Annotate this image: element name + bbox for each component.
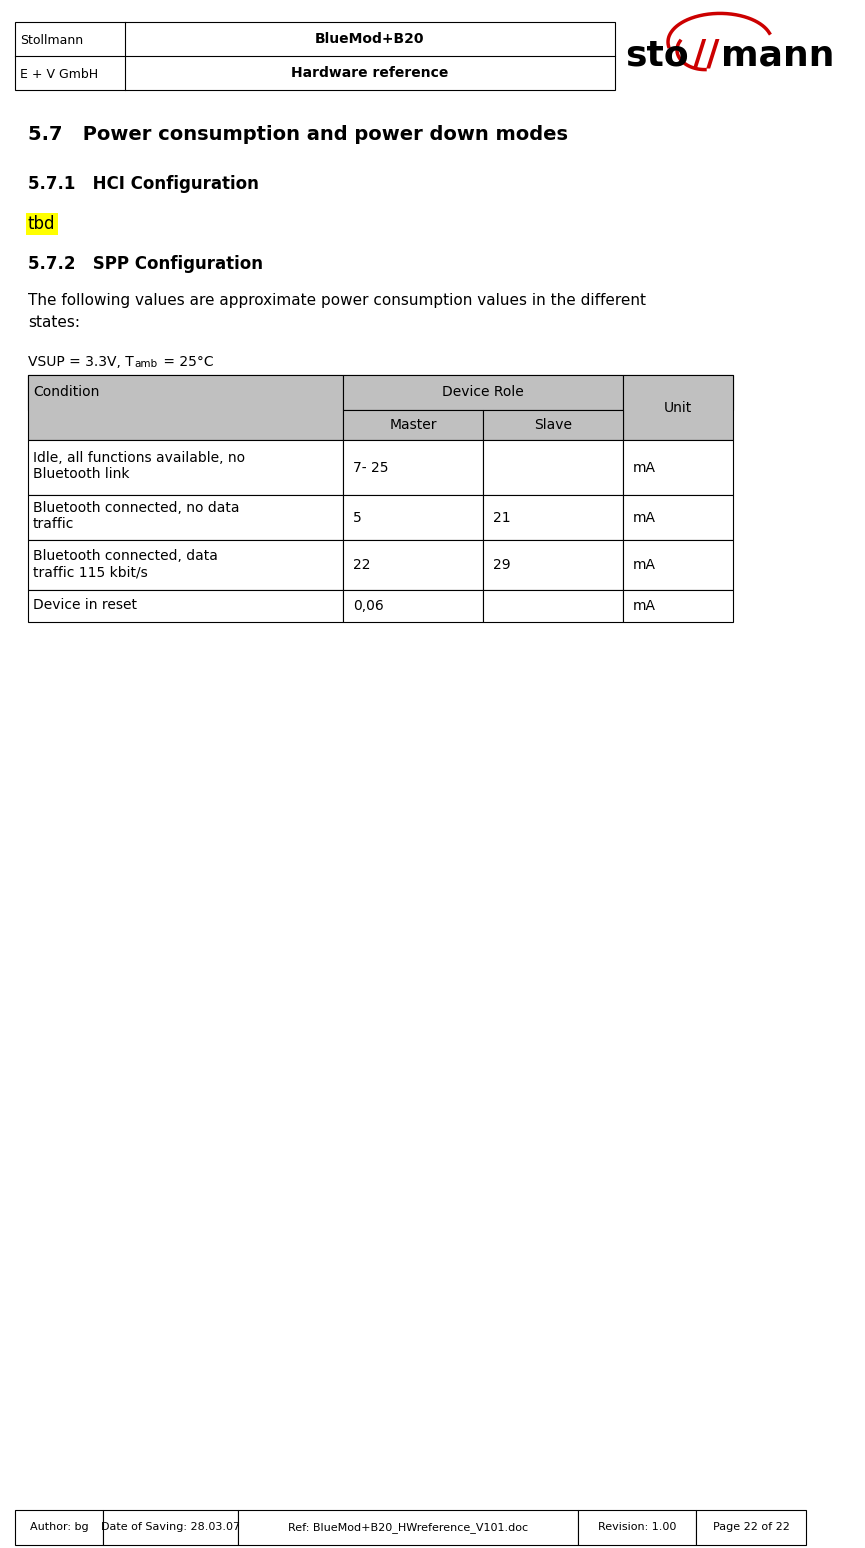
- FancyBboxPatch shape: [483, 540, 623, 590]
- FancyBboxPatch shape: [623, 540, 733, 590]
- Text: 21: 21: [493, 511, 510, 525]
- FancyBboxPatch shape: [483, 410, 623, 440]
- Text: 5.7.1   HCI Configuration: 5.7.1 HCI Configuration: [28, 175, 259, 194]
- Text: Revision: 1.00: Revision: 1.00: [598, 1523, 676, 1533]
- Text: //: //: [693, 39, 720, 73]
- FancyBboxPatch shape: [623, 375, 733, 440]
- Text: Slave: Slave: [534, 418, 572, 432]
- Text: Hardware reference: Hardware reference: [292, 67, 449, 80]
- Text: Bluetooth connected, no data: Bluetooth connected, no data: [33, 502, 240, 515]
- FancyBboxPatch shape: [343, 540, 483, 590]
- FancyBboxPatch shape: [623, 495, 733, 540]
- FancyBboxPatch shape: [623, 590, 733, 622]
- FancyBboxPatch shape: [483, 440, 623, 495]
- Text: = 25°C: = 25°C: [159, 354, 214, 368]
- Text: Page 22 of 22: Page 22 of 22: [713, 1523, 790, 1533]
- Text: 5.7.2   SPP Configuration: 5.7.2 SPP Configuration: [28, 255, 263, 272]
- FancyBboxPatch shape: [28, 375, 733, 410]
- Text: 0,06: 0,06: [353, 599, 384, 613]
- FancyBboxPatch shape: [28, 440, 343, 495]
- Text: 5: 5: [353, 511, 362, 525]
- FancyBboxPatch shape: [28, 540, 343, 590]
- Text: BlueMod+B20: BlueMod+B20: [315, 33, 425, 46]
- FancyBboxPatch shape: [103, 1509, 238, 1545]
- Text: traffic 115 kbit/s: traffic 115 kbit/s: [33, 565, 148, 579]
- FancyBboxPatch shape: [343, 375, 623, 410]
- Text: mA: mA: [633, 511, 656, 525]
- Text: VSUP = 3.3V, T: VSUP = 3.3V, T: [28, 354, 134, 368]
- FancyBboxPatch shape: [483, 495, 623, 540]
- FancyBboxPatch shape: [343, 440, 483, 495]
- FancyBboxPatch shape: [343, 495, 483, 540]
- Text: Ref: BlueMod+B20_HWreference_V101.doc: Ref: BlueMod+B20_HWreference_V101.doc: [288, 1522, 528, 1533]
- FancyBboxPatch shape: [578, 1509, 696, 1545]
- Text: Master: Master: [389, 418, 437, 432]
- FancyBboxPatch shape: [28, 590, 343, 622]
- Text: 22: 22: [353, 557, 370, 573]
- FancyBboxPatch shape: [343, 410, 483, 440]
- Text: Bluetooth connected, data: Bluetooth connected, data: [33, 550, 218, 563]
- Text: Bluetooth link: Bluetooth link: [33, 467, 130, 481]
- Text: mA: mA: [633, 460, 656, 475]
- Text: states:: states:: [28, 314, 80, 330]
- Text: E + V GmbH: E + V GmbH: [20, 68, 98, 80]
- Text: 5.7   Power consumption and power down modes: 5.7 Power consumption and power down mod…: [28, 125, 568, 144]
- FancyBboxPatch shape: [623, 440, 733, 495]
- FancyBboxPatch shape: [696, 1509, 806, 1545]
- Text: Stollmann: Stollmann: [20, 34, 83, 46]
- Text: tbd: tbd: [28, 215, 55, 234]
- Text: Idle, all functions available, no: Idle, all functions available, no: [33, 452, 245, 466]
- Text: Date of Saving: 28.03.07: Date of Saving: 28.03.07: [101, 1523, 240, 1533]
- FancyBboxPatch shape: [28, 375, 343, 440]
- Text: mann: mann: [721, 39, 835, 73]
- Text: Device in reset: Device in reset: [33, 598, 137, 611]
- FancyBboxPatch shape: [238, 1509, 578, 1545]
- Text: 7- 25: 7- 25: [353, 460, 388, 475]
- Text: mA: mA: [633, 557, 656, 573]
- FancyBboxPatch shape: [483, 590, 623, 622]
- Text: Condition: Condition: [33, 385, 99, 399]
- Text: amb: amb: [134, 359, 157, 368]
- Text: Unit: Unit: [663, 401, 692, 415]
- Text: sto: sto: [625, 39, 689, 73]
- FancyBboxPatch shape: [28, 495, 343, 540]
- Text: mA: mA: [633, 599, 656, 613]
- FancyBboxPatch shape: [343, 590, 483, 622]
- FancyBboxPatch shape: [15, 22, 615, 90]
- Text: The following values are approximate power consumption values in the different: The following values are approximate pow…: [28, 293, 646, 308]
- FancyBboxPatch shape: [15, 1509, 103, 1545]
- Text: traffic: traffic: [33, 517, 74, 531]
- Text: 29: 29: [493, 557, 510, 573]
- Text: Device Role: Device Role: [442, 385, 524, 399]
- Text: Author: bg: Author: bg: [29, 1523, 88, 1533]
